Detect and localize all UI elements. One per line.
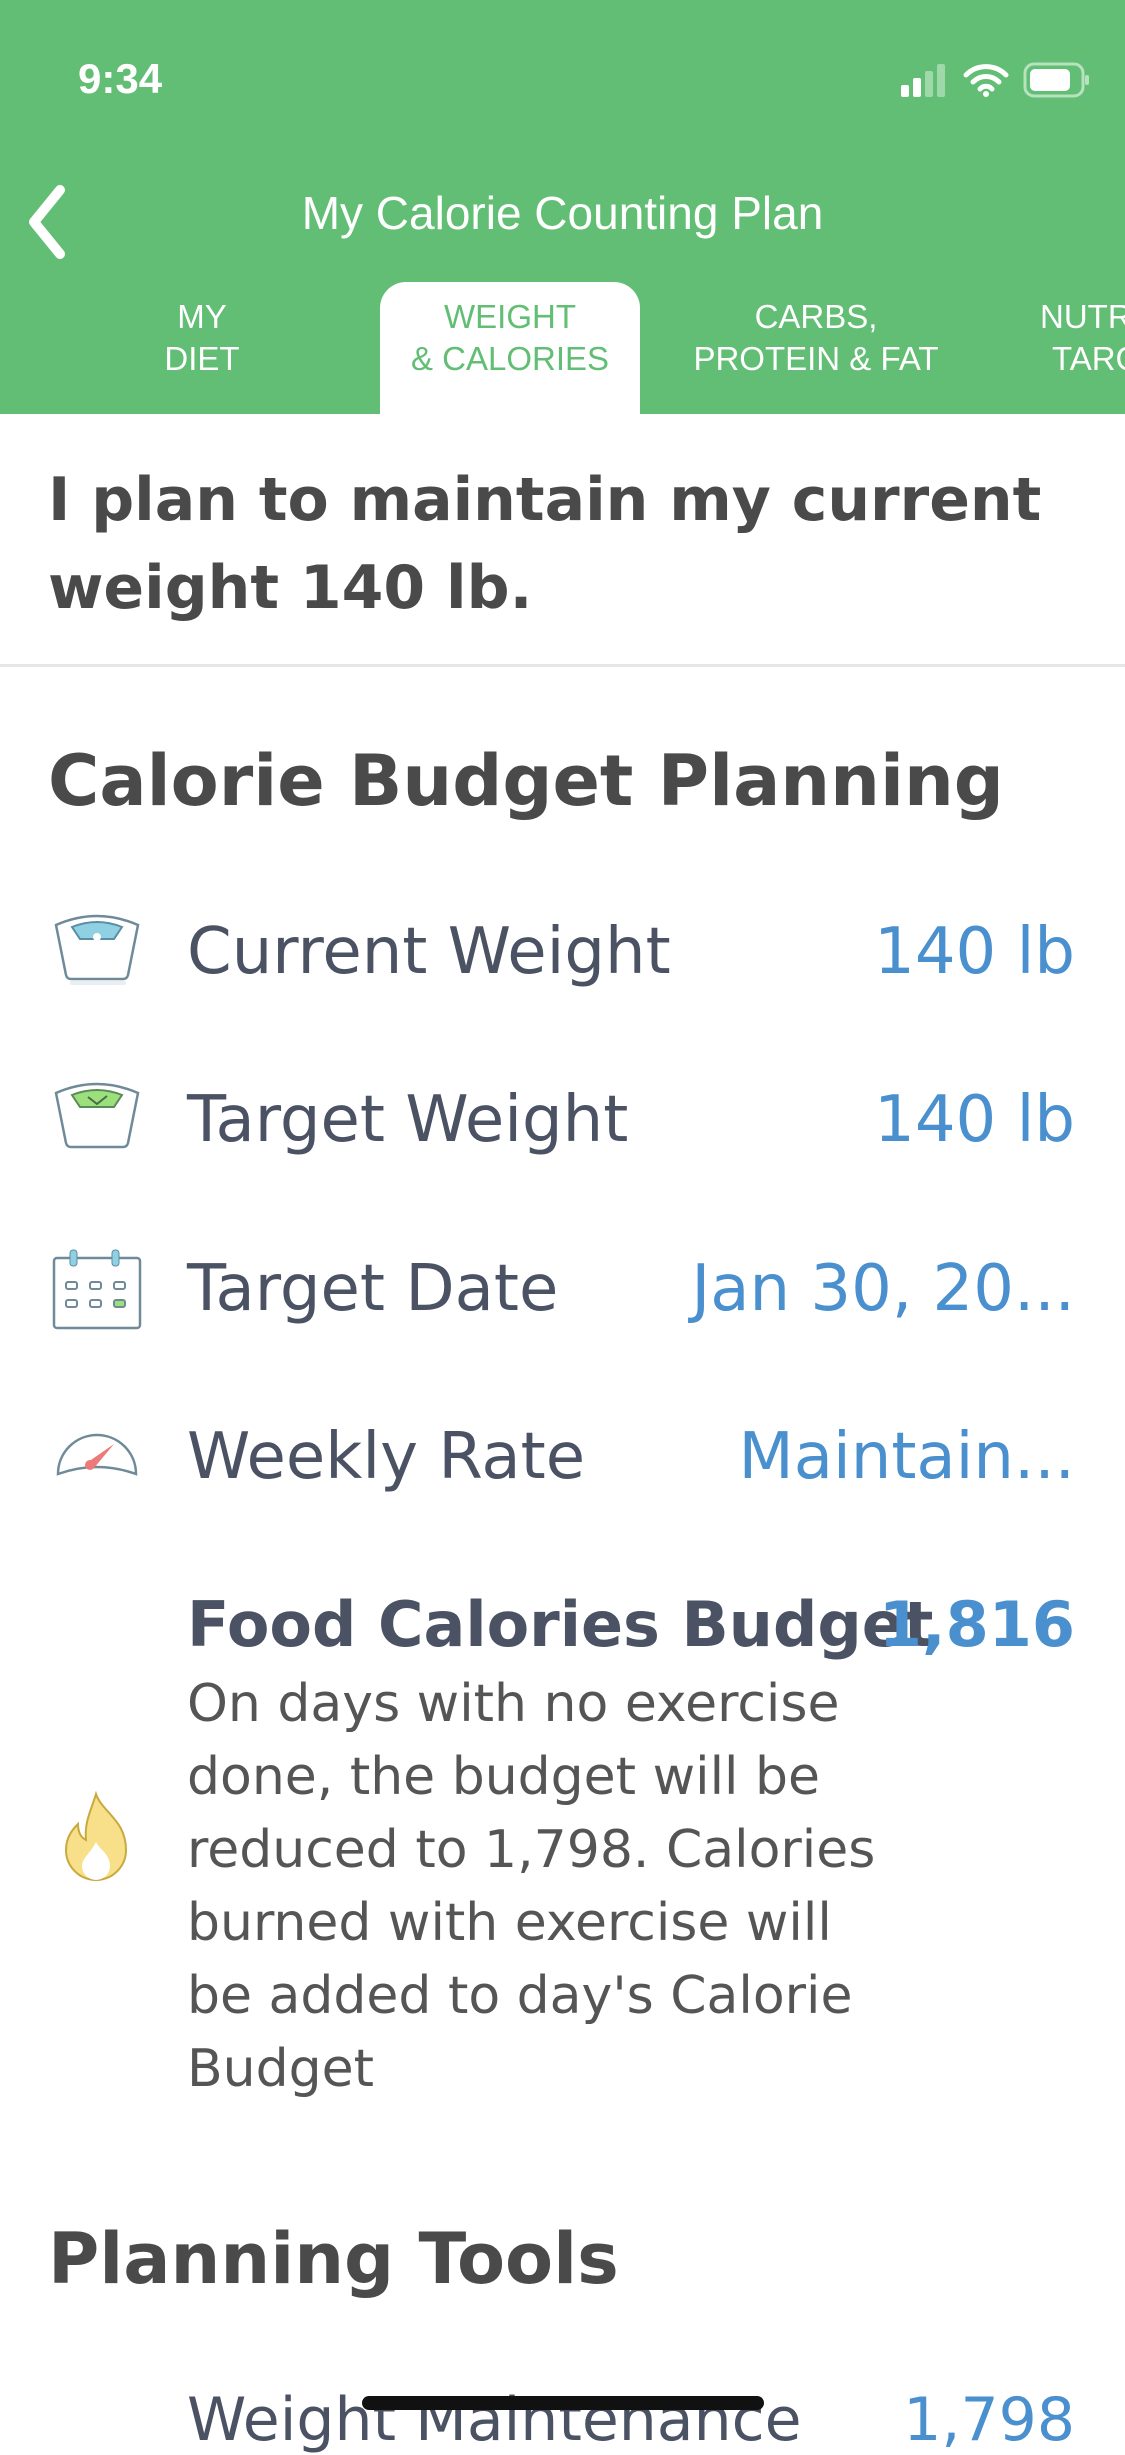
row-label: Current Weight <box>187 915 671 989</box>
tab-label: MY <box>177 298 227 335</box>
row-value[interactable]: 140 lb <box>874 915 1075 989</box>
row-label: Target Weight <box>187 1083 629 1157</box>
calendar-icon <box>52 1249 142 1330</box>
scale-icon <box>54 914 140 985</box>
back-chevron-icon[interactable] <box>22 182 72 262</box>
plan-statement: I plan to maintain my current weight 140… <box>48 465 1042 623</box>
tab-label: WEIGHT <box>444 298 576 335</box>
tab-label: NUTR <box>1040 298 1125 335</box>
row-value[interactable]: Jan 30, 20... <box>691 1252 1075 1326</box>
row-label: Weekly Rate <box>187 1420 586 1494</box>
section-title-tools: Planning Tools <box>48 2218 619 2300</box>
home-indicator[interactable] <box>362 2396 764 2410</box>
status-time: 9:34 <box>78 55 163 102</box>
gauge-icon <box>56 1433 138 1476</box>
scale-check-icon <box>54 1082 140 1149</box>
tab-label: CARBS, <box>754 298 878 335</box>
tab-label: & CALORIES <box>410 340 610 377</box>
row-weekly-rate[interactable]: Weekly Rate Maintain... <box>0 1400 1125 1520</box>
row-label: Target Date <box>187 1252 559 1326</box>
section-title-budget: Calorie Budget Planning <box>48 740 1004 822</box>
row-target-date[interactable]: Target Date Jan 30, 20... <box>0 1232 1125 1352</box>
tool-row-value[interactable]: 1,798 <box>903 2385 1075 2455</box>
divider <box>0 664 1125 667</box>
row-current-weight[interactable]: Current Weight 140 lb <box>0 895 1125 1015</box>
flame-icon <box>64 1790 128 1881</box>
row-value[interactable]: Maintain... <box>738 1420 1075 1494</box>
tab-label: DIET <box>164 340 240 377</box>
status-icons <box>899 62 1091 98</box>
tab-my-diet[interactable]: MY DIET <box>140 296 264 380</box>
wifi-icon <box>963 64 1009 97</box>
food-budget-label: Food Calories Budget <box>187 1588 934 1661</box>
tab-carbs-protein-fat[interactable]: CARBS, PROTEIN & FAT <box>690 296 942 380</box>
food-budget-value[interactable]: 1,816 <box>878 1588 1075 1661</box>
row-value[interactable]: 140 lb <box>874 1083 1075 1157</box>
tab-label: TARG <box>1052 340 1125 377</box>
tab-label: PROTEIN & FAT <box>693 340 939 377</box>
tab-weight-calories[interactable]: WEIGHT & CALORIES <box>380 282 640 422</box>
signal-icon <box>901 64 945 97</box>
page-title: My Calorie Counting Plan <box>301 187 824 239</box>
row-target-weight[interactable]: Target Weight 140 lb <box>0 1063 1125 1183</box>
battery-icon <box>1023 62 1089 98</box>
tab-nutrient-targets[interactable]: NUTR TARG <box>1040 296 1125 380</box>
food-budget-description: On days with no exercise done, the budge… <box>187 1674 876 2099</box>
